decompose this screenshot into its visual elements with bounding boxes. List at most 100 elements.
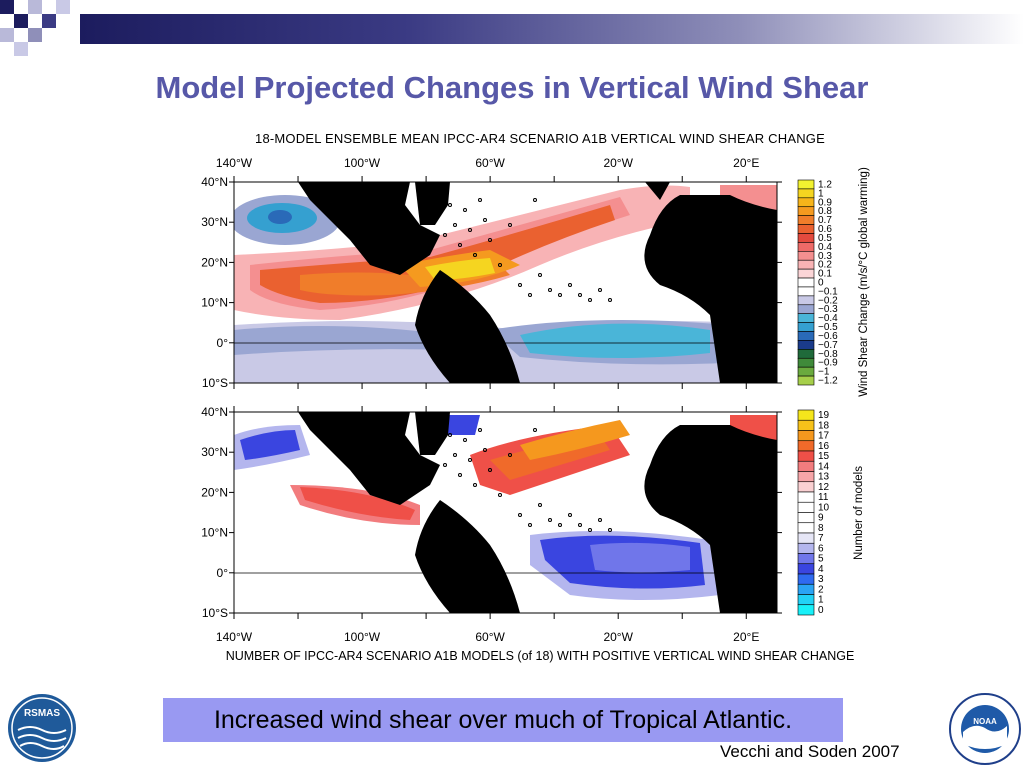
header-gradient-bar [80,14,1024,44]
colorbar-swatch [797,604,815,616]
colorbar-label: 6 [818,543,824,554]
lat-label-0-4: 0° [217,336,229,350]
wind-shear-figure: 18-MODEL ENSEMBLE MEAN IPCC-AR4 SCENARIO… [190,125,890,670]
colorbar-label: −1.2 [818,376,838,387]
map-axes: 140°W 140°W 100°W 100°W 60°W 60°W 20°W 20°W 20°E… [201,156,782,644]
colorbar-swatch [797,542,815,554]
colorbar-label: 0.2 [818,260,832,271]
colorbar-label: 2 [818,584,824,595]
colorbar-label: 0.1 [818,269,832,280]
colorbar-label: 0 [818,278,824,289]
colorbar-swatch [797,501,815,513]
colorbar-label: 4 [818,564,824,575]
lon-label-top-0: 140°W [216,156,253,170]
colorbar-swatch [797,331,815,341]
lon-label-bottom-4: 20°E [733,630,759,644]
colorbar-swatch [797,233,815,243]
colorbar-swatch [797,553,815,565]
colorbar-label: 12 [818,482,830,493]
lat-label-0-3: 10°N [201,296,228,310]
colorbar-label: 3 [818,574,824,585]
colorbar-swatch [797,532,815,544]
colorbar-label: 17 [818,431,830,442]
colorbar-label: 18 [818,420,830,431]
colorbar-label: 15 [818,451,830,462]
lon-label-bottom-1: 100°W [344,630,381,644]
lat-label-1-5: 10°S [202,606,228,620]
colorbar-label: 0.3 [818,251,832,262]
colorbar-swatch [797,242,815,252]
colorbar-swatch [797,295,815,306]
colorbar-label: 0.5 [818,233,832,244]
lat-label-0-1: 30°N [201,215,228,229]
lat-label-1-2: 20°N [201,485,228,499]
colorbar-swatch [797,471,815,483]
colorbar-swatch [797,251,815,261]
lat-label-1-3: 10°N [201,526,228,540]
colorbar-label: 19 [818,410,830,421]
colorbar-label: −0.2 [818,295,838,306]
colorbar-label: 8 [818,523,824,534]
colorbar-swatch [797,304,815,314]
bottom-panel-title: NUMBER OF IPCC-AR4 SCENARIO A1B MODELS (… [225,649,855,663]
colorbar-swatch [797,460,815,472]
noaa-logo: NOAA [948,692,1022,766]
colorbar-label: 0 [818,605,824,616]
colorbar-label: 1 [818,595,824,606]
colorbar-swatch [797,594,815,606]
caption-text: Increased wind shear over much of Tropic… [213,705,793,734]
colorbar-label: 13 [818,472,830,483]
colorbar-swatch [797,215,815,225]
lat-label-0-0: 40°N [201,175,228,189]
colorbar-swatch [797,430,815,442]
rsmas-logo: RSMAS [6,692,78,764]
colorbar-swatch [797,573,815,585]
caption-box: Increased wind shear over much of Tropic… [163,698,843,742]
colorbar-swatch [797,440,815,452]
citation-credit: Vecchi and Soden 2007 [720,742,900,761]
svg-text:NOAA: NOAA [973,717,997,726]
colorbar-swatch [797,349,815,359]
lon-label-top-3: 20°W [603,156,633,170]
colorbar-swatch [797,491,815,503]
colorbar-label: 0.4 [818,242,832,253]
colorbar-label: 1 [818,188,824,199]
colorbar-label: 0.7 [818,215,832,226]
slide-title: Model Projected Changes in Vertical Wind… [155,70,869,105]
colorbar-label: −0.9 [818,358,838,369]
colorbar-swatch [797,340,815,350]
bottom-map-frame [233,411,778,614]
colorbar-swatch [797,481,815,493]
figure-svg: 140°W 140°W 100°W 100°W 60°W 60°W 20°W 20°W 20°E… [201,156,870,644]
colorbar-swatch [797,277,815,288]
colorbar-label: 0.8 [818,206,832,217]
colorbar-label: 10 [818,502,830,513]
lat-label-1-1: 30°N [201,445,228,459]
colorbar-swatch [797,419,815,431]
lat-label-0-2: 20°N [201,255,228,269]
lon-label-top-1: 100°W [344,156,381,170]
bottom-colorbar-label: Number of models [853,466,865,560]
colorbar-label: 5 [818,554,824,565]
colorbar-label: −0.4 [818,313,838,324]
colorbar-swatch [797,259,815,270]
colorbar-swatch [797,583,815,595]
lon-label-top-2: 60°W [475,156,505,170]
colorbar-swatch [797,268,815,279]
colorbar-label: −0.6 [818,331,838,342]
top-map-panel [234,182,777,383]
bottom-map-panel [234,412,777,613]
colorbar-swatch [797,206,815,216]
colorbar-swatch [797,450,815,462]
colorbar-label: 11 [818,492,829,503]
top-colorbar: 1.210.90.80.70.60.50.40.30.20.10−0.1−0.2… [797,179,838,387]
colorbar-label: −0.8 [818,349,838,360]
colorbar-label: 9 [818,513,824,524]
top-panel-title: 18-MODEL ENSEMBLE MEAN IPCC-AR4 SCENARIO… [255,131,825,146]
lon-label-top-4: 20°E [733,156,759,170]
colorbar-swatch [797,375,815,386]
colorbar-swatch [797,512,815,524]
colorbar-swatch [797,357,815,368]
lat-label-1-0: 40°N [201,405,228,419]
